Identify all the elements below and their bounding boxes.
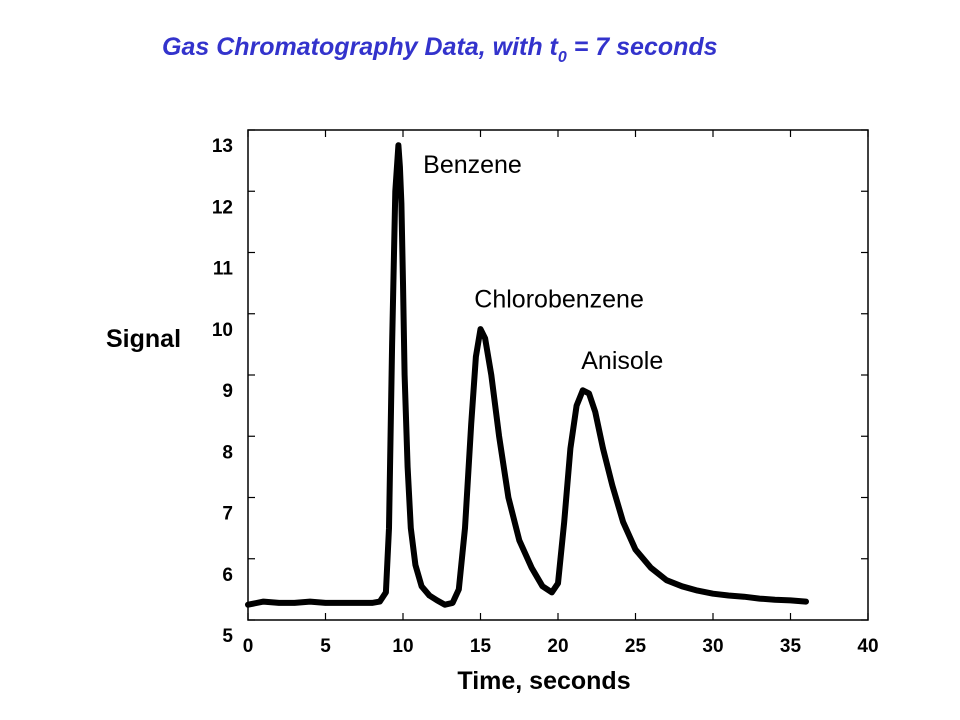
series-line <box>245 142 809 608</box>
y-tick-label: 12 <box>212 197 233 218</box>
axis-ticks <box>247 129 869 621</box>
x-tick-label: 0 <box>243 636 254 657</box>
y-tick-label: 8 <box>222 442 233 463</box>
chart-title-suffix: = 7 seconds <box>567 33 718 61</box>
y-tick-label: 10 <box>212 320 233 341</box>
x-tick-label: 20 <box>547 636 568 657</box>
x-axis-label: Time, seconds <box>457 667 630 695</box>
y-tick-label: 11 <box>213 259 234 280</box>
y-tick-label: 6 <box>222 565 233 586</box>
y-tick-label: 7 <box>222 504 233 525</box>
y-tick-label: 9 <box>222 381 233 402</box>
peak-label: Chlorobenzene <box>474 286 644 314</box>
x-tick-label: 30 <box>702 636 723 657</box>
x-tick-label: 10 <box>392 636 413 657</box>
x-tick-label: 40 <box>857 636 878 657</box>
chart-title-subscript: 0 <box>558 49 567 66</box>
peak-label: Benzene <box>423 151 522 179</box>
y-tick-label: 13 <box>212 136 233 157</box>
x-tick-label: 15 <box>470 636 492 657</box>
chart-title: Gas Chromatography Data, with t0 = 7 sec… <box>162 33 718 66</box>
y-axis-label: Signal <box>106 325 181 353</box>
x-tick-label: 5 <box>320 636 331 657</box>
peak-label: Anisole <box>581 347 663 375</box>
peak-annotations: Benzene Chlorobenzene Anisole <box>423 151 663 375</box>
chart-title-main: Gas Chromatography Data, with t <box>162 33 560 61</box>
x-tick-label: 25 <box>625 636 647 657</box>
y-tick-label: 5 <box>222 626 233 647</box>
x-tick-label: 35 <box>780 636 802 657</box>
plot-frame <box>247 129 869 621</box>
